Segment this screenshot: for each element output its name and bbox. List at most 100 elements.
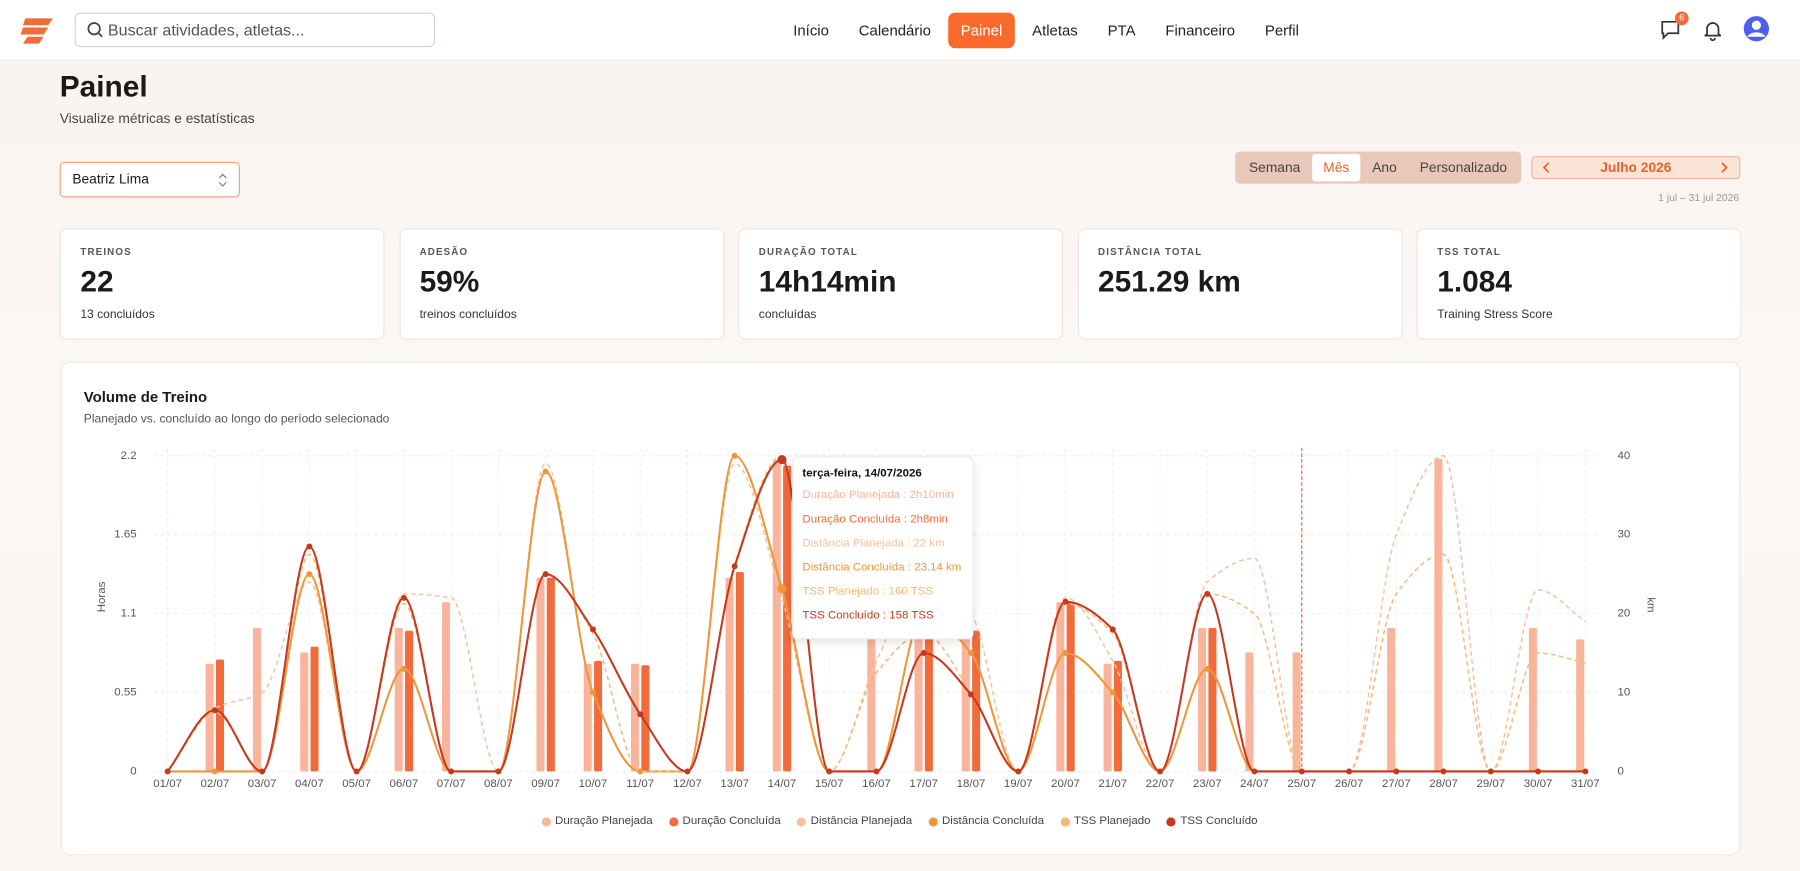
bar <box>583 663 592 772</box>
bar <box>310 646 319 772</box>
x-tick-label: 26/07 <box>1335 778 1364 790</box>
x-tick-label: 23/07 <box>1193 778 1222 790</box>
x-tick-label: 16/07 <box>862 778 891 790</box>
chart-subtitle: Planejado vs. concluído ao longo do perí… <box>83 412 390 426</box>
y-axis-label: Horas <box>96 581 108 612</box>
x-tick-label: 05/07 <box>342 778 371 790</box>
bar <box>216 659 225 772</box>
nav-item[interactable]: Início <box>793 21 829 40</box>
point <box>637 768 644 775</box>
stat-value: 1.084 <box>1437 264 1512 299</box>
nav-item[interactable]: Painel <box>948 12 1015 49</box>
bar <box>1387 627 1396 772</box>
nav-item[interactable]: Perfil <box>1264 21 1299 40</box>
point <box>1251 768 1258 775</box>
line <box>166 458 1586 773</box>
tooltip-line: Distância Planejada : 22 km <box>802 537 945 550</box>
stat-card: ADESÃO 59% treinos concluídos <box>398 228 724 340</box>
bar <box>1066 602 1075 772</box>
bar <box>405 630 414 772</box>
bar <box>867 627 876 772</box>
stat-value: 22 <box>80 264 114 299</box>
stat-card: DISTÂNCIA TOTAL 251.29 km <box>1077 228 1403 340</box>
x-tick-label: 17/07 <box>909 778 938 790</box>
x-tick-label: 22/07 <box>1146 778 1175 790</box>
point <box>400 665 407 672</box>
nav-item[interactable]: Calendário <box>858 21 931 40</box>
point <box>1204 665 1211 672</box>
y-tick-label: 2.2 <box>121 450 137 462</box>
y2-axis-label: km <box>1645 597 1657 612</box>
tooltip-title: terça-feira, 14/07/2026 <box>802 467 922 480</box>
legend-item[interactable]: TSS Planejado <box>1060 815 1151 828</box>
x-tick-label: 06/07 <box>390 778 419 790</box>
nav-item[interactable]: PTA <box>1107 21 1136 40</box>
bar <box>641 665 650 772</box>
point <box>1204 590 1211 597</box>
period-option[interactable]: Mês <box>1311 153 1361 182</box>
point <box>448 768 455 775</box>
stat-label: TSS TOTAL <box>1437 245 1501 258</box>
point <box>1298 768 1305 775</box>
legend-swatch <box>541 816 551 826</box>
athlete-select[interactable]: Beatriz Lima <box>59 161 240 198</box>
legend-label: TSS Concluído <box>1180 815 1258 828</box>
logo[interactable] <box>18 14 57 46</box>
nav-item[interactable]: Financeiro <box>1165 21 1236 40</box>
point <box>1062 650 1069 657</box>
point <box>1109 626 1116 633</box>
bar <box>961 627 970 772</box>
stat-card: DURAÇÃO TOTAL 14h14min concluídas <box>738 228 1064 340</box>
prev-month[interactable] <box>1542 162 1553 173</box>
point <box>967 691 974 698</box>
bar <box>725 577 734 772</box>
y2-tick-label: 0 <box>1617 765 1623 777</box>
x-tick-label: 20/07 <box>1051 778 1080 790</box>
period-option[interactable]: Personalizado <box>1419 159 1508 176</box>
bar <box>924 620 933 772</box>
athlete-name: Beatriz Lima <box>72 171 149 188</box>
x-tick-label: 19/07 <box>1004 778 1033 790</box>
y-tick-label: 1.1 <box>121 608 137 620</box>
x-tick-label: 10/07 <box>579 778 608 790</box>
nav-item[interactable]: Atletas <box>1032 21 1078 40</box>
period-option[interactable]: Ano <box>1372 159 1397 176</box>
bar <box>914 620 923 772</box>
bar <box>546 577 555 772</box>
legend-item[interactable]: Duração Planejada <box>541 815 653 828</box>
bar <box>1103 663 1112 772</box>
next-month[interactable] <box>1718 162 1729 173</box>
bar <box>205 663 214 772</box>
period-option[interactable]: Semana <box>1248 159 1301 176</box>
bar <box>1434 458 1443 772</box>
x-tick-label: 07/07 <box>437 778 466 790</box>
bar <box>252 627 261 772</box>
page-subtitle: Visualize métricas e estatísticas <box>59 110 255 127</box>
search-box[interactable]: Buscar atividades, atletas... <box>74 12 436 48</box>
point <box>637 711 644 718</box>
notifications-icon[interactable] <box>1701 18 1724 42</box>
tooltip-line: Distância Concluída : 23.14 km <box>802 561 962 574</box>
x-tick-label: 03/07 <box>248 778 277 790</box>
x-tick-label: 21/07 <box>1098 778 1127 790</box>
legend-item[interactable]: Distância Concluída <box>928 815 1044 828</box>
bar <box>1528 627 1537 772</box>
y2-tick-label: 20 <box>1617 608 1630 620</box>
legend-item[interactable]: TSS Concluído <box>1166 815 1258 828</box>
legend-item[interactable]: Distância Planejada <box>796 815 912 828</box>
nav-menu: Início Calendário Painel Atletas PTA Financei… <box>781 12 1312 49</box>
tooltip-line: Duração Concluída : 2h8min <box>802 513 948 526</box>
avatar[interactable] <box>1743 15 1771 43</box>
legend-swatch <box>1060 816 1070 826</box>
legend-item[interactable]: Duração Concluída <box>668 815 781 828</box>
point <box>826 768 833 775</box>
line <box>167 454 1586 773</box>
legend-label: Distância Concluída <box>941 815 1045 828</box>
x-tick-label: 27/07 <box>1382 778 1411 790</box>
y2-tick-label: 40 <box>1617 450 1630 462</box>
legend-swatch <box>1166 816 1176 826</box>
x-tick-label: 11/07 <box>626 778 654 790</box>
search-placeholder: Buscar atividades, atletas... <box>107 20 305 40</box>
